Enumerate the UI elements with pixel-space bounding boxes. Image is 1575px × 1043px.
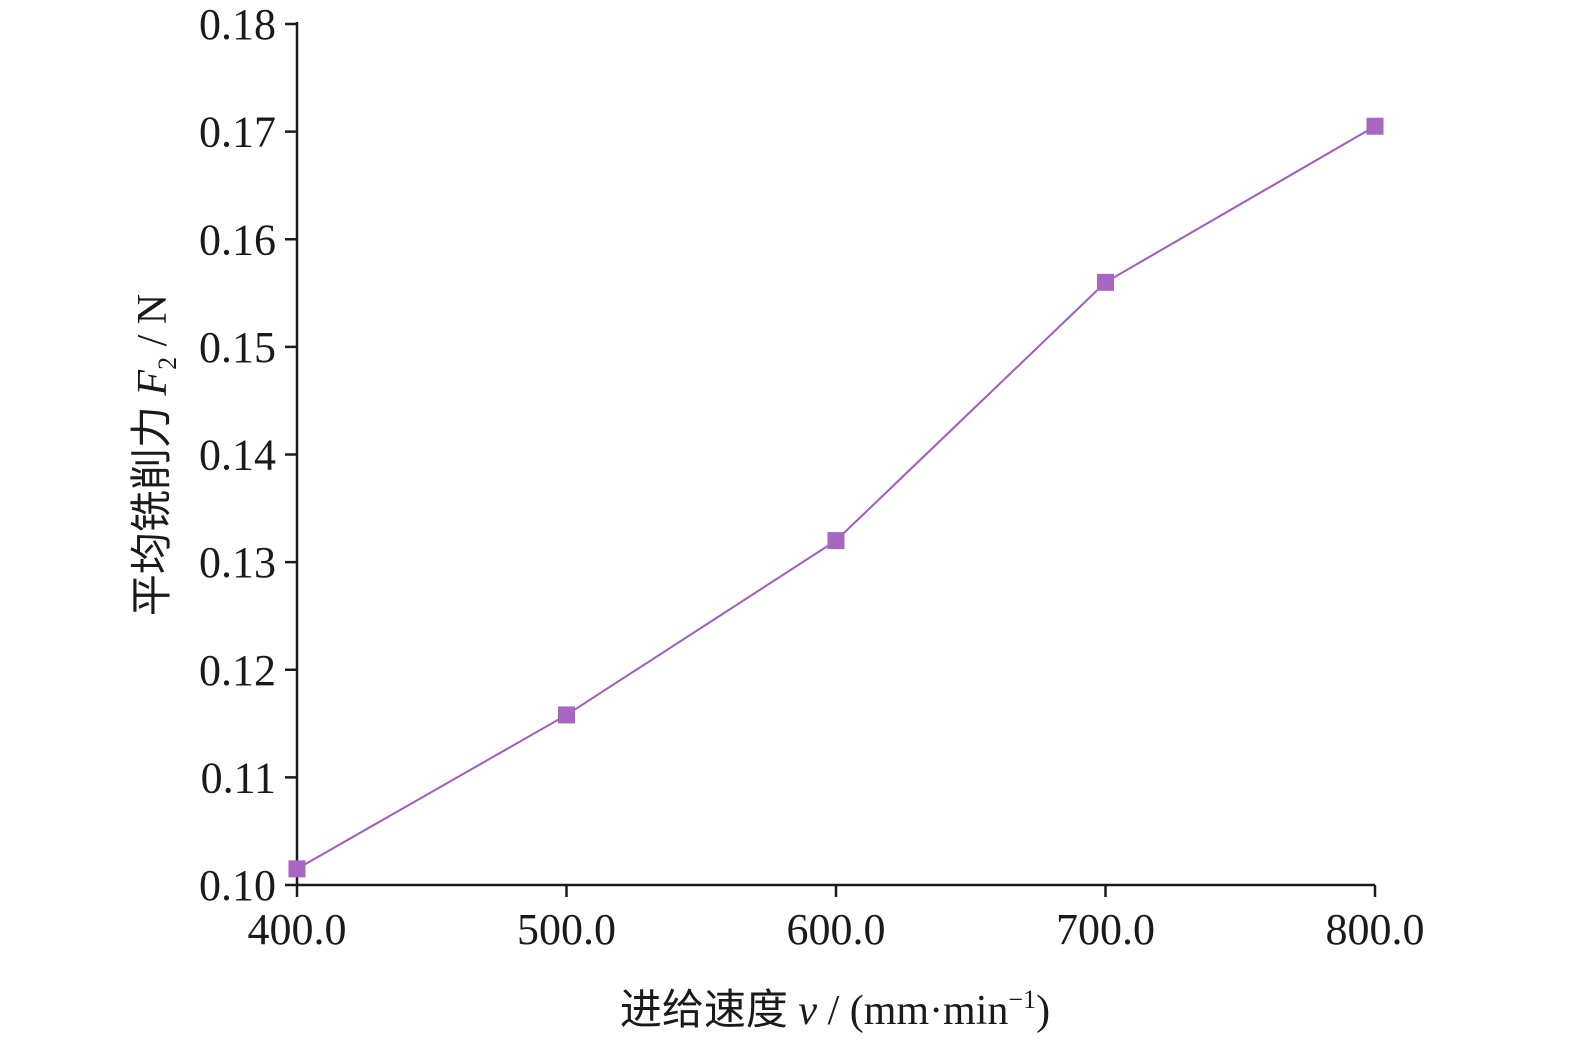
y-tick-label: 0.17 (199, 108, 276, 157)
x-axis-label-variable: v (798, 988, 817, 1034)
y-tick-label: 0.18 (199, 0, 276, 49)
y-axis-label-prefix: 平均铣削力 (130, 396, 176, 617)
y-tick-label: 0.15 (199, 323, 276, 372)
x-axis-label-unit: / (mm·min (817, 988, 1008, 1034)
x-tick-label: 800.0 (1326, 905, 1425, 954)
x-axis-label: 进给速度 v / (mm·min−1) (620, 985, 1050, 1034)
y-tick-label: 0.14 (199, 431, 276, 480)
y-tick-label: 0.11 (201, 753, 276, 802)
y-axis-label: 平均铣削力 F2 / N (130, 294, 182, 616)
series-line-group (288, 117, 1384, 878)
x-tick-label: 600.0 (787, 905, 886, 954)
x-axis-ticks: 400.0 500.0 600.0 700.0 800.0 (248, 885, 1425, 954)
y-tick-label: 0.16 (199, 215, 276, 264)
x-axis-label-prefix: 进给速度 (620, 988, 799, 1034)
y-axis-label-variable: F (130, 370, 176, 397)
axes (295, 22, 1375, 887)
data-point-marker (558, 706, 575, 724)
x-tick-label: 500.0 (517, 905, 616, 954)
y-tick-label: 0.12 (199, 646, 276, 695)
data-point-marker (827, 532, 845, 550)
x-axis-label-superscript: −1 (1008, 985, 1036, 1014)
y-axis-ticks: 0.10 0.11 0.12 0.13 0.14 0.15 0.16 0.17 0.18 (199, 0, 297, 910)
data-point-marker (1366, 117, 1384, 135)
x-tick-label: 400.0 (248, 905, 347, 954)
y-axis-label-subscript: 2 (153, 357, 182, 370)
y-tick-label: 0.10 (199, 861, 276, 910)
x-axis-label-suffix: ) (1036, 988, 1050, 1034)
x-tick-label: 700.0 (1056, 905, 1155, 954)
y-axis-label-suffix: / N (130, 294, 176, 357)
series-line (296, 125, 1376, 870)
data-point-marker (288, 860, 306, 878)
y-tick-label: 0.13 (199, 538, 276, 587)
data-point-marker (1097, 273, 1114, 291)
